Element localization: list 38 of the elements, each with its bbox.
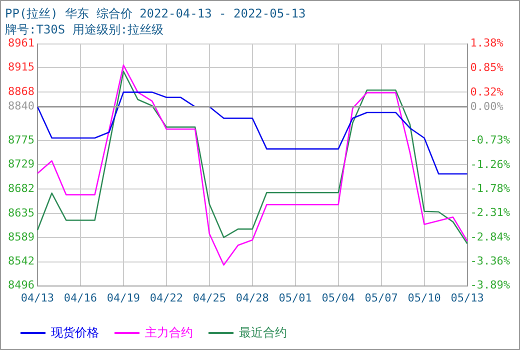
- y-tick-label: 8840: [8, 100, 34, 113]
- y2-tick-label: -2.84%: [470, 230, 510, 244]
- y2-tick-label: -1.78%: [470, 182, 510, 195]
- x-tick-label: 05/04: [322, 291, 356, 304]
- chart-title: PP(拉丝) 华东 综合价 2022-04-13 - 2022-05-13: [5, 6, 306, 20]
- legend-label: 最近合约: [239, 325, 287, 340]
- x-tick-label: 04/22: [150, 291, 183, 304]
- y2-tick-label: -0.73%: [470, 134, 510, 147]
- y-tick-label: 8542: [8, 254, 34, 268]
- y-tick-label: 8868: [8, 85, 34, 98]
- x-tick-label: 04/13: [20, 291, 54, 304]
- y-tick-label: 8961: [8, 36, 34, 50]
- x-tick-label: 05/07: [364, 291, 398, 304]
- y-tick-label: 8915: [8, 60, 34, 74]
- y-tick-label: 8729: [8, 157, 34, 170]
- x-tick-label: 04/16: [64, 291, 98, 304]
- y-tick-label: 8496: [8, 278, 34, 292]
- y2-tick-label: 1.38%: [470, 36, 504, 50]
- y2-tick-label: -3.89%: [470, 278, 510, 292]
- y-tick-label: 8775: [8, 133, 34, 146]
- x-tick-label: 05/01: [278, 291, 312, 304]
- y-tick-label: 8589: [8, 230, 34, 244]
- y2-tick-label: -1.26%: [470, 158, 510, 171]
- y2-tick-label: 0.85%: [470, 60, 504, 74]
- y2-tick-label: -3.36%: [470, 254, 510, 268]
- y2-tick-label: 0.32%: [470, 85, 504, 98]
- y-tick-label: 8682: [8, 182, 34, 195]
- x-tick-label: 04/19: [106, 291, 140, 304]
- x-tick-label: 05/13: [450, 291, 484, 304]
- y2-tick-label: -2.31%: [470, 206, 510, 220]
- y2-tick-label: 0.00%: [470, 100, 504, 114]
- x-tick-label: 05/10: [408, 291, 441, 304]
- x-tick-label: 04/25: [192, 291, 226, 304]
- x-tick-label: 04/28: [236, 291, 269, 304]
- chart-subtitle: 牌号:T30S 用途级别:拉丝级: [5, 22, 164, 37]
- y-tick-label: 8635: [8, 206, 34, 220]
- legend-label: 现货价格: [51, 325, 99, 340]
- legend-label: 主力合约: [145, 325, 193, 340]
